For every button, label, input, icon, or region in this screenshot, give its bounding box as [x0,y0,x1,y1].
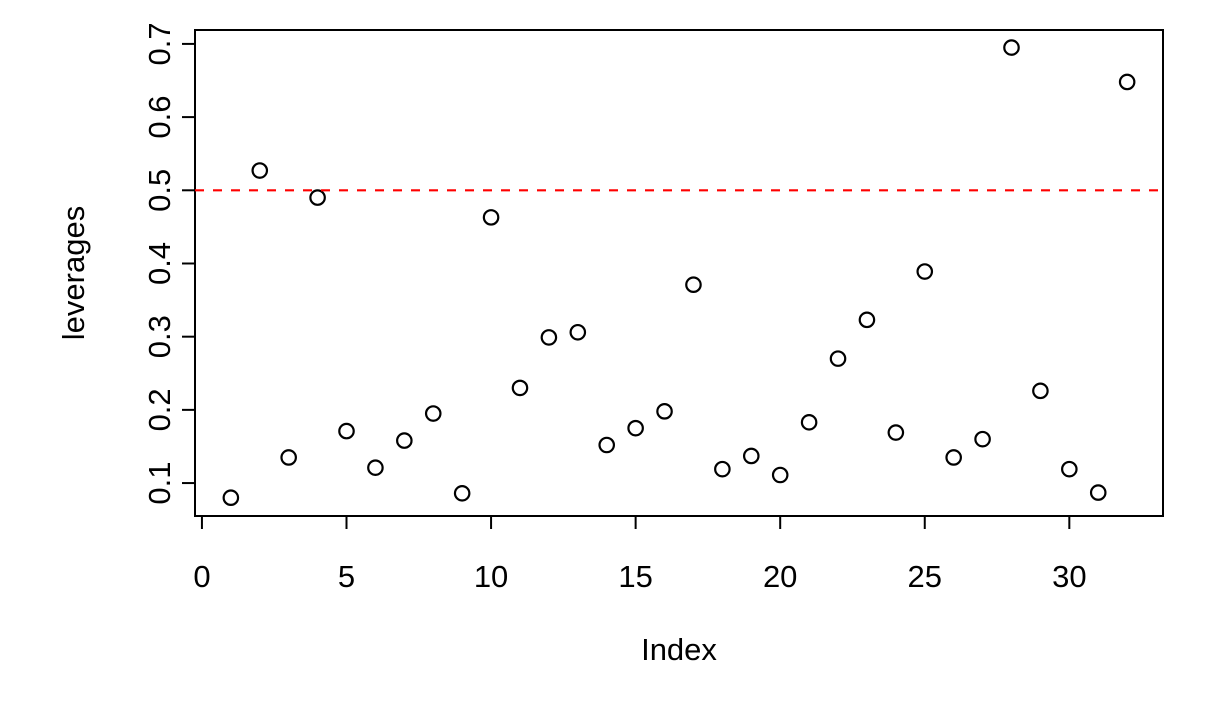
y-tick-label: 0.2 [142,388,177,431]
data-point [598,436,616,454]
data-point [858,311,876,329]
data-point [251,162,269,179]
x-tick-label: 30 [1052,559,1086,594]
data-point [1032,382,1049,400]
data-point [627,419,644,437]
data-point [685,276,702,294]
data-point [1089,484,1107,501]
y-tick-label: 0.6 [142,96,177,139]
x-tick-label: 10 [474,559,508,594]
data-point [367,459,384,476]
data-point [656,403,673,420]
data-point [309,189,326,206]
data-point [511,379,529,397]
data-point [222,489,240,507]
data-point [569,323,587,341]
y-tick-label: 0.1 [142,462,177,505]
data-point [338,422,355,440]
data-point [800,414,818,431]
data-point [742,447,760,465]
data-point [424,405,442,422]
data-point [1003,39,1020,56]
data-points [222,39,1136,507]
data-point [829,350,847,367]
data-point [887,424,905,441]
data-point [1118,73,1136,91]
x-tick-label: 15 [618,559,652,594]
data-point [280,449,297,466]
data-point [482,209,500,226]
x-axis-label: Index [641,632,717,667]
x-axis-ticks [200,516,1071,529]
data-point [1061,460,1078,478]
plot-box [194,29,1164,517]
y-tick-label: 0.3 [142,315,177,358]
data-point [945,449,962,466]
x-tick-label: 5 [338,559,355,594]
x-tick-label: 0 [193,559,210,594]
y-tick-labels: 0.1 0.2 0.3 0.4 0.5 0.6 0.7 [142,22,177,504]
y-axis-ticks [182,42,195,485]
y-tick-label: 0.5 [142,169,177,212]
y-tick-label: 0.7 [142,22,177,65]
y-axis-label: leverages [56,206,91,340]
x-tick-label: 20 [763,559,797,594]
x-tick-labels: 0 5 10 15 20 25 30 [193,559,1086,594]
y-tick-label: 0.4 [142,242,177,285]
data-point [540,329,558,346]
data-point [714,460,731,478]
data-point [453,485,471,502]
data-point [916,263,934,280]
data-point [396,432,413,449]
x-tick-label: 25 [908,559,942,594]
data-point [974,430,991,448]
data-point [771,466,789,484]
